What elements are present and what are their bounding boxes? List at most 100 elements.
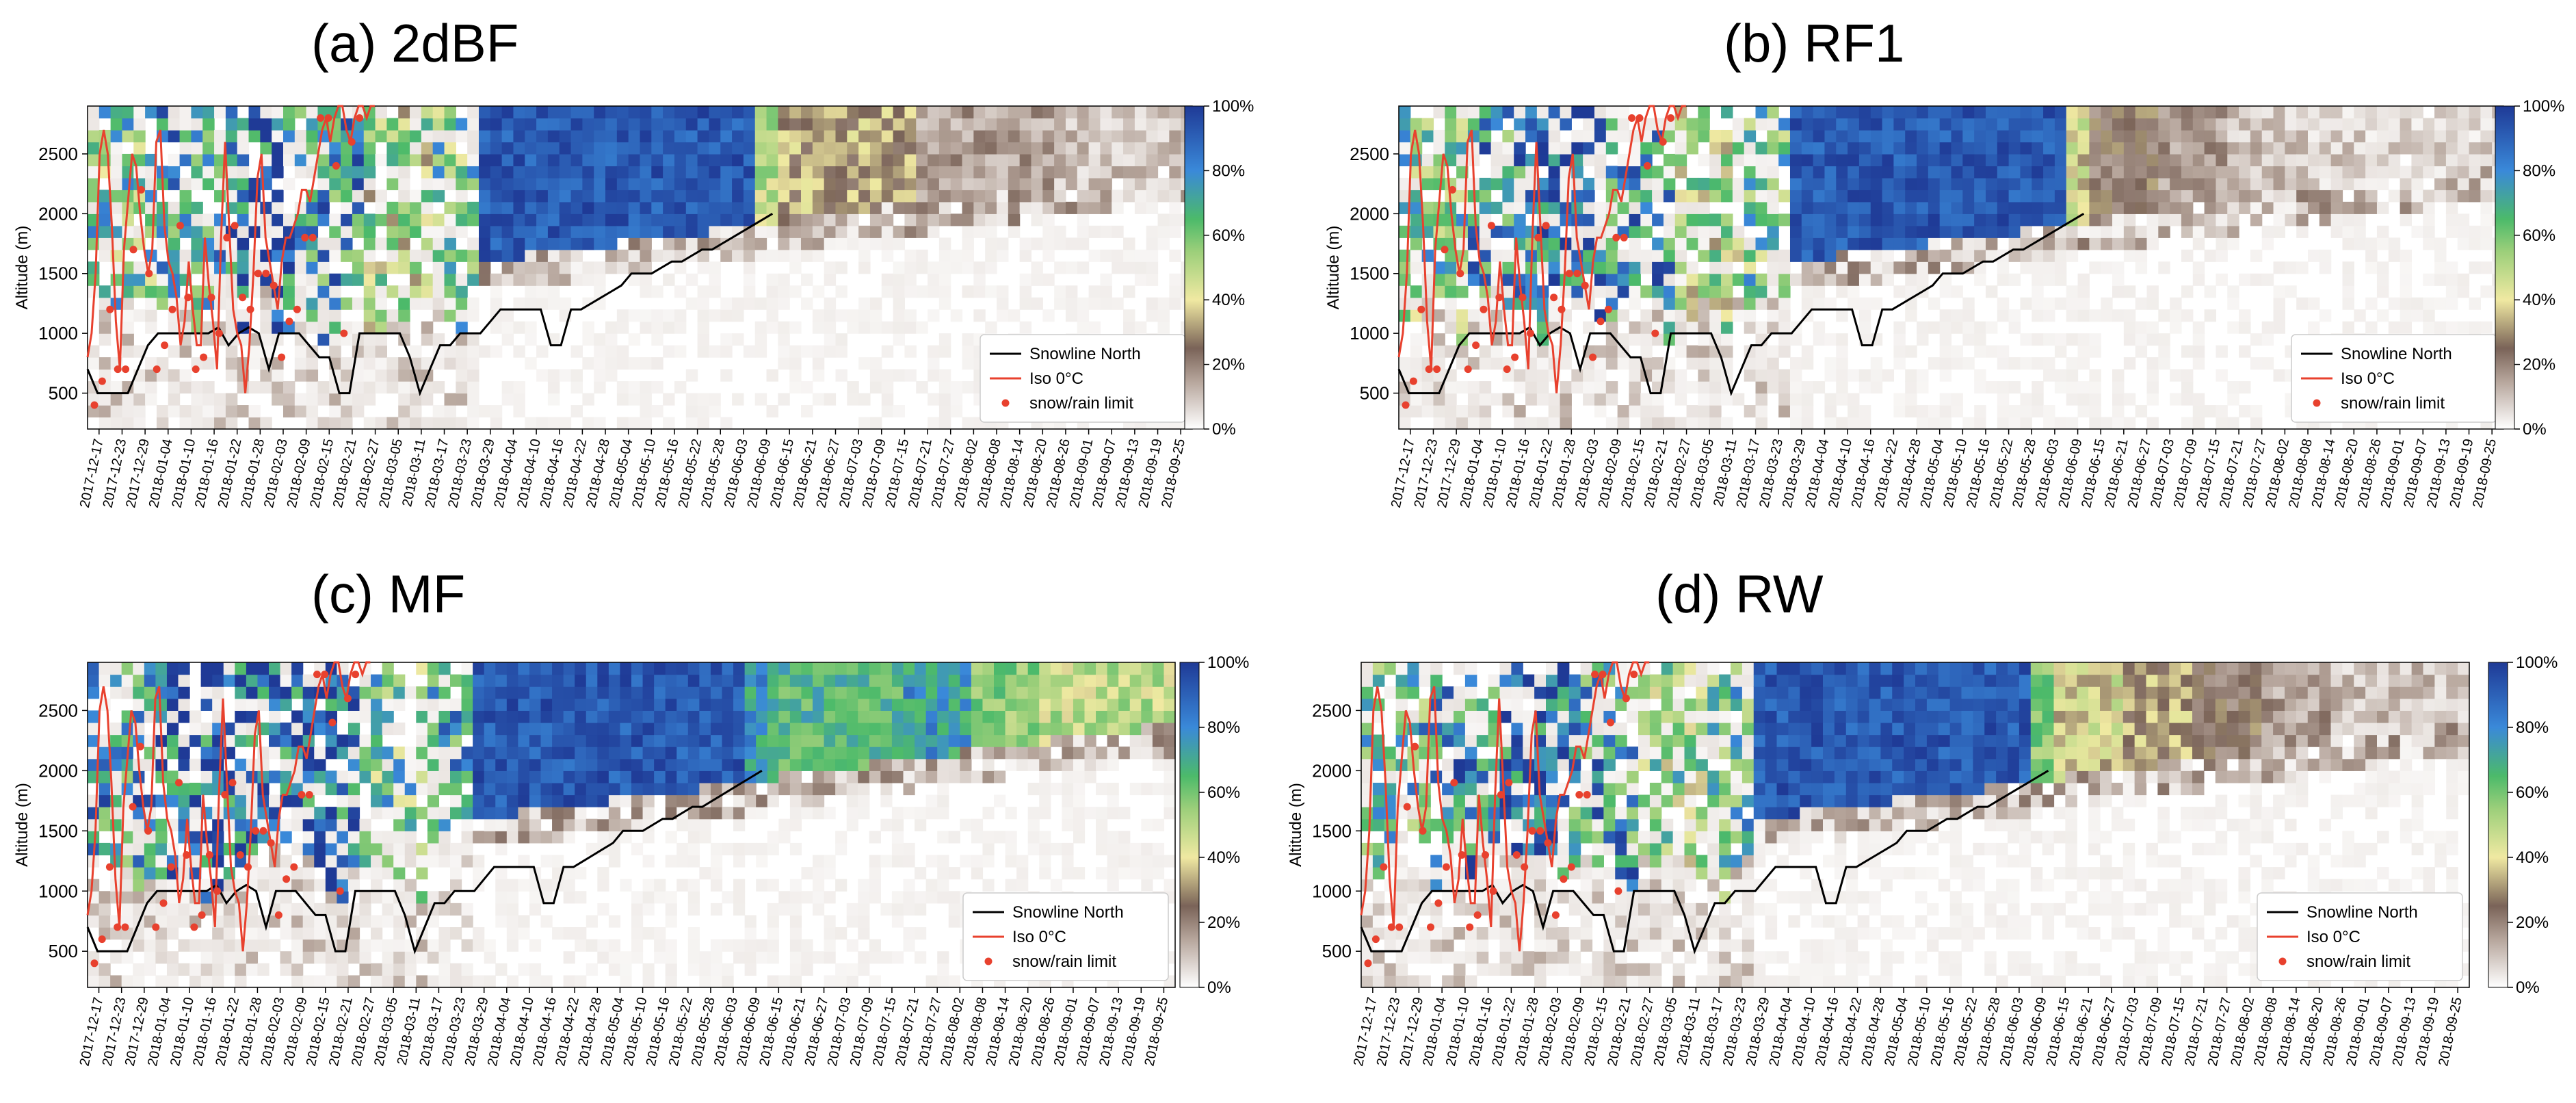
heatmap-cell <box>1836 273 1848 286</box>
heatmap-cell <box>1560 357 1572 370</box>
heatmap-cell <box>1123 237 1135 250</box>
snow-rain-limit-point <box>1503 365 1511 374</box>
heatmap-cell <box>1824 261 1837 274</box>
heatmap-cell <box>2330 190 2343 203</box>
heatmap-cell <box>444 237 456 250</box>
heatmap-cell <box>1836 201 1848 214</box>
heatmap-cell <box>663 213 675 226</box>
heatmap-cell <box>291 686 304 699</box>
heatmap-cell <box>2077 118 2090 131</box>
heatmap-cell <box>904 345 917 358</box>
heatmap-cell <box>325 891 337 904</box>
heatmap-cell <box>432 405 445 418</box>
colorbar-tick-label: 80% <box>2523 161 2555 180</box>
heatmap-cell <box>1674 297 1687 310</box>
heatmap-cell <box>869 297 882 310</box>
heatmap-cell <box>582 417 594 430</box>
heatmap-cell <box>191 129 203 143</box>
heatmap-cell <box>302 867 315 880</box>
heatmap-cell <box>2457 321 2470 334</box>
heatmap-cell <box>1893 225 1906 238</box>
heatmap-cell <box>570 153 583 167</box>
heatmap-cell <box>1123 190 1135 203</box>
heatmap-cell <box>1709 153 1722 167</box>
heatmap-cell <box>962 225 974 238</box>
heatmap-cell <box>2043 177 2055 190</box>
heatmap-cell <box>570 142 583 155</box>
snow-rain-limit-point <box>207 294 215 302</box>
snow-rain-limit-point <box>1417 305 1425 313</box>
heatmap-cell <box>2032 106 2044 119</box>
heatmap-cell <box>202 381 215 394</box>
heatmap-cell <box>697 297 710 310</box>
heatmap-cell <box>1767 321 1779 334</box>
heatmap-cell <box>1939 369 1952 382</box>
heatmap-cell <box>1674 142 1687 155</box>
heatmap-cell <box>2054 273 2067 286</box>
heatmap-cell <box>1583 321 1595 334</box>
heatmap-cell <box>916 213 928 226</box>
heatmap-cell <box>997 129 1009 143</box>
heatmap-cell <box>325 770 337 783</box>
heatmap-cell <box>1629 393 1641 406</box>
heatmap-cell <box>1077 321 1090 334</box>
heatmap-cell <box>1789 405 1802 418</box>
heatmap-cell <box>2192 166 2205 179</box>
heatmap-cell <box>467 369 479 382</box>
heatmap-cell <box>1824 249 1837 262</box>
heatmap-cell <box>674 285 687 298</box>
heatmap-cell <box>427 818 440 831</box>
heatmap-cell <box>1905 237 1917 250</box>
heatmap-cell <box>536 261 549 274</box>
heatmap-cell <box>2354 106 2366 119</box>
heatmap-cell <box>317 153 330 167</box>
heatmap-cell <box>938 369 951 382</box>
heatmap-cell <box>2250 417 2263 430</box>
heatmap-cell <box>1928 261 1941 274</box>
heatmap-cell <box>640 405 652 418</box>
heatmap-cell <box>985 213 997 226</box>
heatmap-cell <box>2227 237 2239 250</box>
heatmap-cell <box>144 915 156 928</box>
heatmap-cell <box>2354 153 2366 167</box>
heatmap-cell <box>997 153 1009 167</box>
heatmap-cell <box>306 369 319 382</box>
heatmap-cell <box>421 153 434 167</box>
heatmap-cell <box>133 686 145 699</box>
heatmap-cell <box>257 747 270 760</box>
heatmap-cell <box>1421 405 1434 418</box>
heatmap-cell <box>329 417 341 430</box>
heatmap-cell <box>1858 153 1871 167</box>
heatmap-cell <box>2296 118 2309 131</box>
heatmap-cell <box>881 201 894 214</box>
heatmap-cell <box>1399 106 1411 119</box>
heatmap-cell <box>513 381 525 394</box>
heatmap-cell <box>513 201 525 214</box>
heatmap-cell <box>1456 201 1469 214</box>
heatmap-cell <box>2043 417 2055 430</box>
heatmap-cell <box>1663 285 1676 298</box>
heatmap-cell <box>778 118 790 131</box>
heatmap-cell <box>1456 381 1469 394</box>
heatmap-cell <box>513 249 525 262</box>
heatmap-cell <box>156 417 169 430</box>
heatmap-cell <box>893 177 906 190</box>
heatmap-cell <box>2216 213 2228 226</box>
heatmap-cell <box>1410 201 1423 214</box>
heatmap-cell <box>166 674 179 687</box>
heatmap-cell <box>178 734 190 747</box>
heatmap-cell <box>495 674 508 687</box>
heatmap-cell <box>398 297 410 310</box>
heatmap-cell <box>651 309 663 322</box>
heatmap-cell <box>1652 249 1664 262</box>
heatmap-cell <box>1019 285 1032 298</box>
snow-rain-limit-point <box>278 353 286 361</box>
heatmap-cell <box>178 698 190 711</box>
heatmap-cell <box>272 237 284 250</box>
heatmap-cell <box>1893 190 1906 203</box>
heatmap-cell <box>801 249 813 262</box>
heatmap-cell <box>363 345 376 358</box>
heatmap-cell <box>904 153 917 167</box>
heatmap-cell <box>294 345 307 358</box>
heatmap-cell <box>1456 106 1469 119</box>
